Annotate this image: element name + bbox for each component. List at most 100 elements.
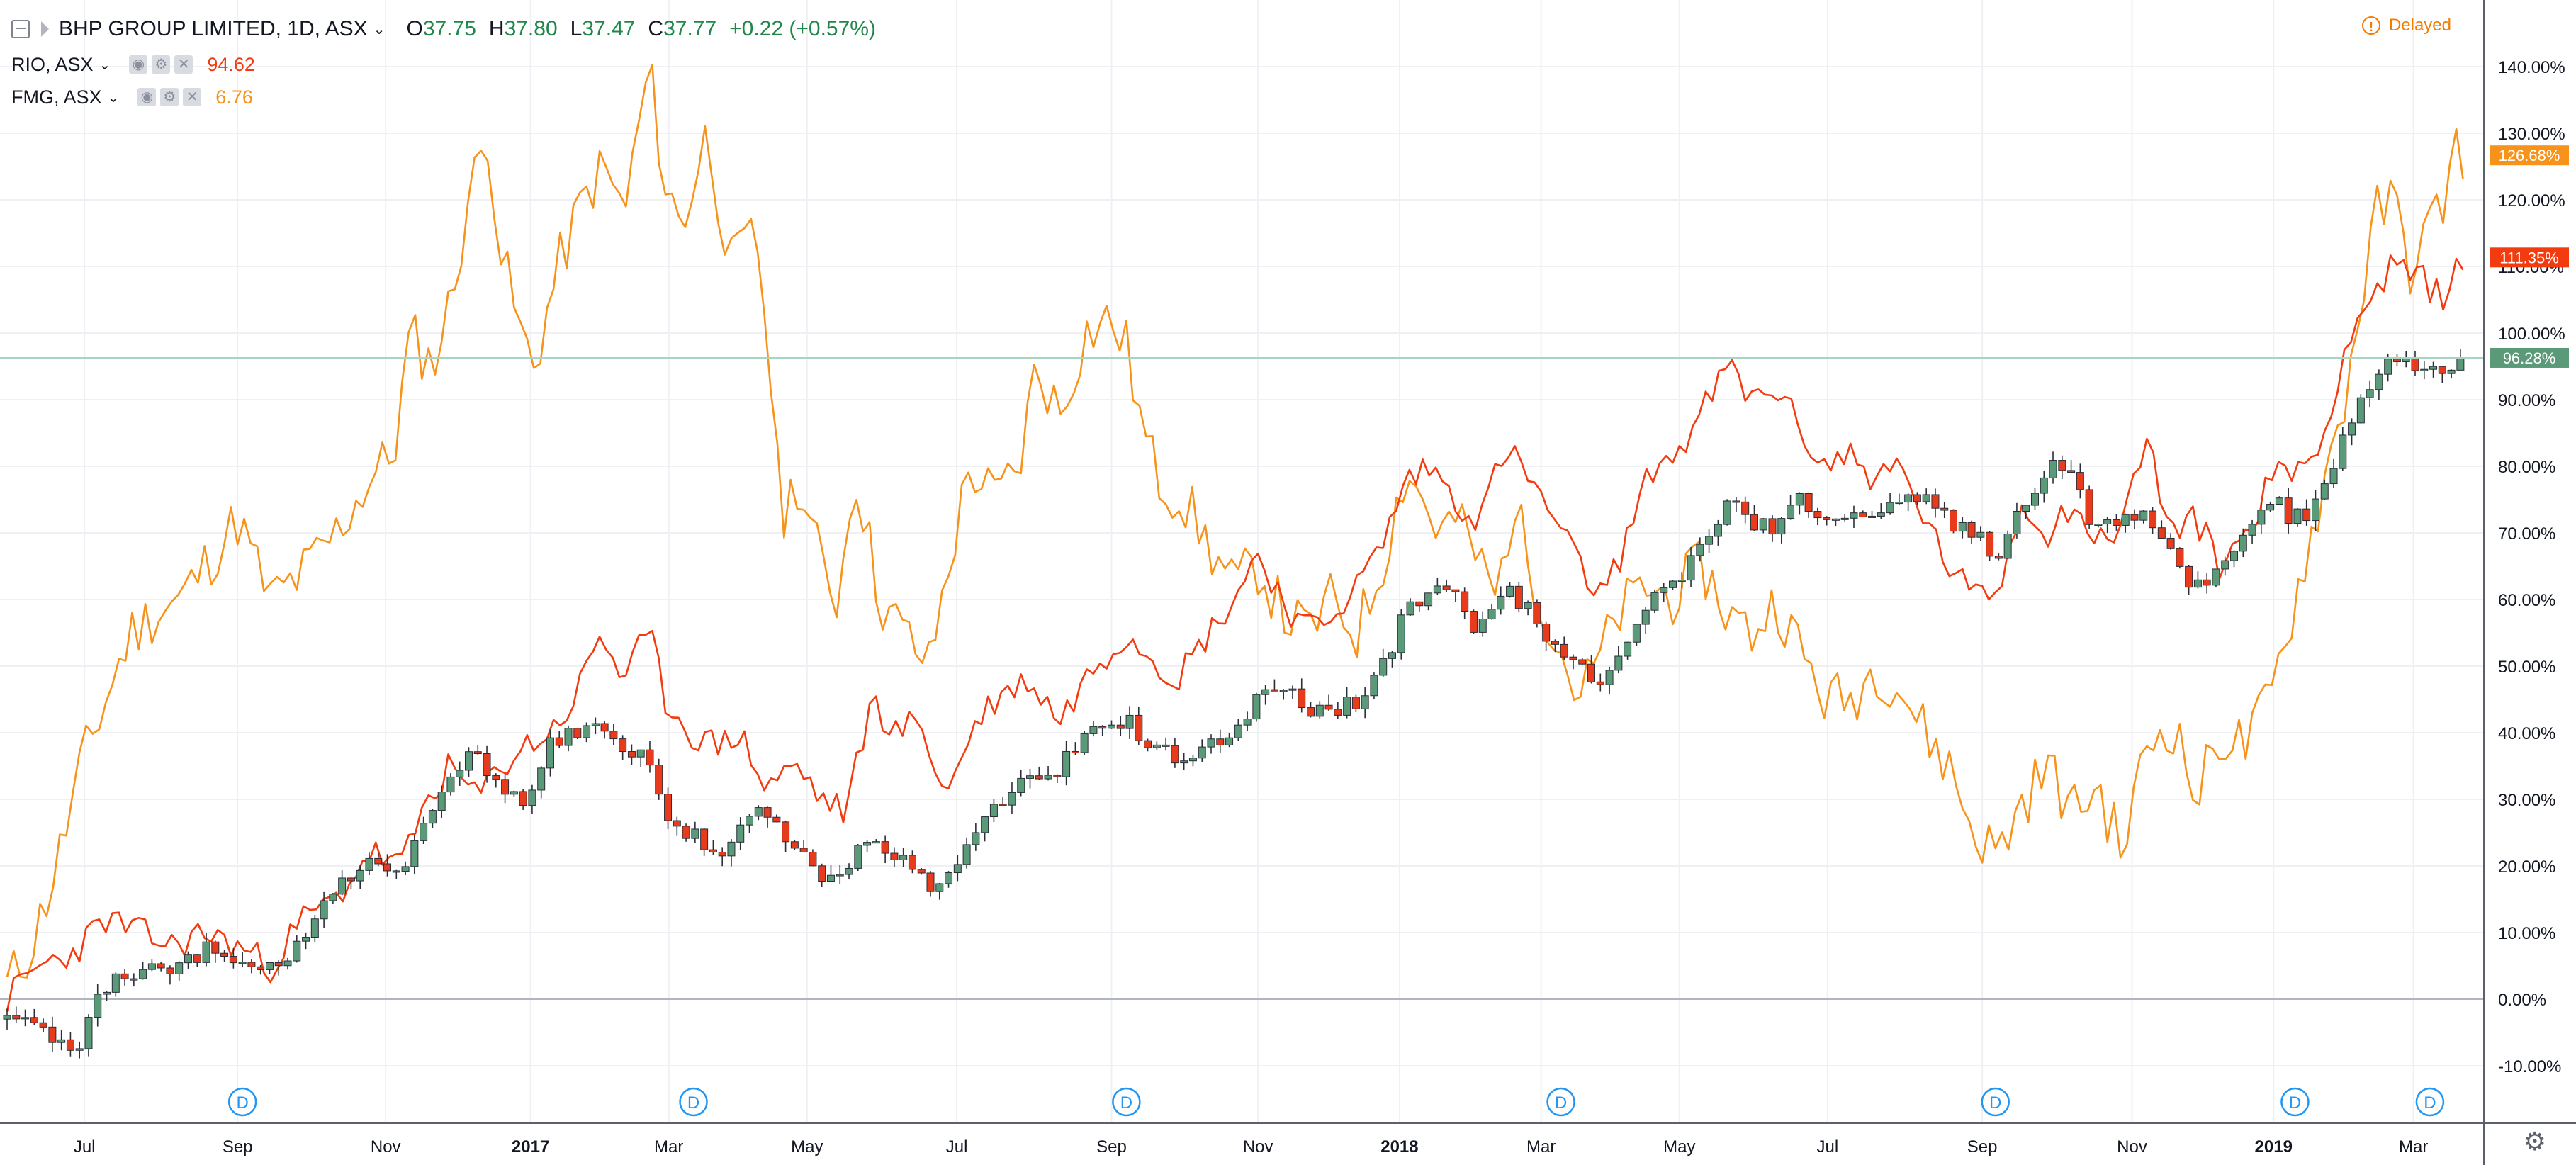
y-tick-label: 120.00% <box>2498 191 2565 210</box>
candle-body <box>972 832 980 845</box>
candle-body <box>510 791 518 795</box>
candle-body <box>437 792 446 811</box>
candle-body <box>1324 704 1333 710</box>
candle-body <box>2266 504 2275 511</box>
chevron-down-icon[interactable]: ⌄ <box>107 89 120 106</box>
candle-body <box>1650 592 1659 611</box>
x-tick-label: Sep <box>1096 1137 1127 1156</box>
close-icon[interactable]: ✕ <box>183 88 202 106</box>
delayed-indicator[interactable]: ! Delayed <box>2361 16 2451 35</box>
candle-body <box>365 857 373 871</box>
candle-body <box>211 941 220 954</box>
eye-icon[interactable]: ◉ <box>129 55 148 74</box>
overlay-symbol-fmg[interactable]: FMG, ASX <box>11 86 102 108</box>
candle-body <box>1732 500 1740 503</box>
candle-body <box>1560 643 1568 658</box>
high-value: 37.80 <box>504 17 558 40</box>
candle-body <box>2076 472 2084 490</box>
candle-body <box>1660 587 1668 593</box>
candle-body <box>573 728 582 738</box>
candle-body <box>247 962 256 967</box>
candle-body <box>130 978 138 981</box>
candle-body <box>1596 681 1604 685</box>
settings-icon[interactable]: ⚙ <box>152 55 171 74</box>
candle-body <box>2193 579 2202 588</box>
candle-body <box>1451 589 1460 592</box>
x-tick-label: 2017 <box>512 1137 549 1156</box>
candle-body <box>2275 497 2283 505</box>
candle-body <box>94 994 102 1018</box>
y-tick-label: 0.00% <box>2498 991 2546 1010</box>
candle-body <box>2366 389 2374 398</box>
last-value-label: 111.35% <box>2499 249 2559 266</box>
candle-body <box>84 1017 93 1049</box>
eye-icon[interactable]: ◉ <box>137 88 157 106</box>
settings-icon[interactable]: ⚙ <box>160 88 179 106</box>
candle-body <box>981 816 989 833</box>
legend: BHP GROUP LIMITED, 1D, ASX ⌄ O 37.75 H 37.… <box>11 10 876 113</box>
candle-body <box>1406 601 1414 616</box>
candle-body <box>854 845 862 869</box>
chevron-down-icon[interactable]: ⌄ <box>373 21 386 38</box>
candle-body <box>1162 744 1170 747</box>
candle-body <box>374 857 383 865</box>
candle-body <box>1795 493 1804 506</box>
candle-body <box>2176 548 2184 567</box>
candle-body <box>953 864 962 874</box>
candle-body <box>1298 688 1306 709</box>
candle-body <box>111 973 120 993</box>
open-value: 37.75 <box>422 17 476 40</box>
candle-body <box>1008 792 1016 806</box>
close-icon[interactable]: ✕ <box>174 55 193 74</box>
main-symbol[interactable]: BHP GROUP LIMITED, 1D, ASX <box>59 17 368 40</box>
collapse-legend-button[interactable] <box>11 20 30 38</box>
candle-body <box>483 753 491 777</box>
candle-body <box>392 870 400 873</box>
candle-body <box>2112 519 2120 526</box>
candle-body <box>1243 719 1252 726</box>
overlay-symbol-rio[interactable]: RIO, ASX <box>11 53 94 75</box>
candle-body <box>39 1022 47 1028</box>
candle-body <box>456 770 464 777</box>
x-tick-label: Sep <box>223 1137 253 1156</box>
candle-body <box>2384 359 2392 375</box>
y-tick-label: 20.00% <box>2498 857 2555 877</box>
candle-body <box>1442 585 1451 590</box>
candle-body <box>1859 512 1867 518</box>
overlay-legend-fmg: FMG, ASX ⌄ ◉ ⚙ ✕ 6.76 <box>11 81 876 113</box>
x-tick-label: Jul <box>946 1137 968 1156</box>
candle-body <box>492 775 500 780</box>
candle-body <box>2022 505 2030 512</box>
candle-body <box>30 1017 38 1023</box>
overlay-value-fmg: 6.76 <box>215 86 253 108</box>
candle-body <box>890 852 899 860</box>
candle-body <box>1668 580 1677 588</box>
overlay-legend-rio: RIO, ASX ⌄ ◉ ⚙ ✕ 94.62 <box>11 48 876 81</box>
chevron-down-icon[interactable]: ⌄ <box>99 57 111 73</box>
candle-body <box>1777 518 1786 535</box>
y-tick-label: 80.00% <box>2498 458 2555 477</box>
candle-body <box>1677 580 1686 582</box>
candle-body <box>238 962 247 964</box>
candle-body <box>682 826 690 839</box>
candle-body <box>1850 512 1858 519</box>
candle-body <box>1940 507 1949 511</box>
candle-body <box>1514 585 1523 609</box>
candle-body <box>21 1017 30 1020</box>
candle-body <box>302 937 310 942</box>
candle-body <box>428 810 437 824</box>
candle-body <box>772 816 781 823</box>
candle-body <box>1950 510 1958 532</box>
candle-body <box>1813 511 1822 519</box>
candle-body <box>1071 750 1079 753</box>
dividend-marker-label: D <box>1989 1093 2001 1113</box>
candle-body <box>2166 537 2175 549</box>
gear-icon[interactable]: ⚙ <box>2523 1127 2546 1156</box>
candle-body <box>2049 460 2057 478</box>
candle-body <box>2348 422 2356 436</box>
candle-body <box>2121 514 2130 526</box>
candle-body <box>763 807 772 818</box>
last-value-badge <box>2490 247 2569 268</box>
